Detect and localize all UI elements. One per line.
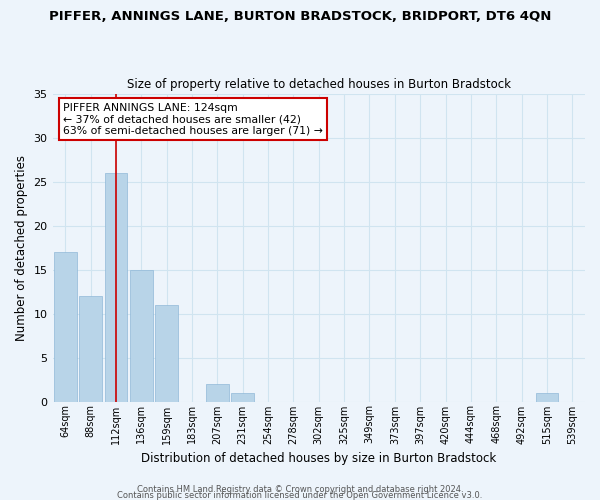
Text: PIFFER ANNINGS LANE: 124sqm
← 37% of detached houses are smaller (42)
63% of sem: PIFFER ANNINGS LANE: 124sqm ← 37% of det…	[63, 103, 323, 136]
Bar	[536, 392, 559, 402]
X-axis label: Distribution of detached houses by size in Burton Bradstock: Distribution of detached houses by size …	[141, 452, 496, 465]
Title: Size of property relative to detached houses in Burton Bradstock: Size of property relative to detached ho…	[127, 78, 511, 91]
Bar	[231, 392, 254, 402]
Bar	[155, 304, 178, 402]
Bar	[79, 296, 102, 402]
Bar	[130, 270, 152, 402]
Text: PIFFER, ANNINGS LANE, BURTON BRADSTOCK, BRIDPORT, DT6 4QN: PIFFER, ANNINGS LANE, BURTON BRADSTOCK, …	[49, 10, 551, 23]
Bar	[206, 384, 229, 402]
Text: Contains HM Land Registry data © Crown copyright and database right 2024.: Contains HM Land Registry data © Crown c…	[137, 485, 463, 494]
Bar	[54, 252, 77, 402]
Bar	[104, 172, 127, 402]
Y-axis label: Number of detached properties: Number of detached properties	[15, 154, 28, 340]
Text: Contains public sector information licensed under the Open Government Licence v3: Contains public sector information licen…	[118, 491, 482, 500]
